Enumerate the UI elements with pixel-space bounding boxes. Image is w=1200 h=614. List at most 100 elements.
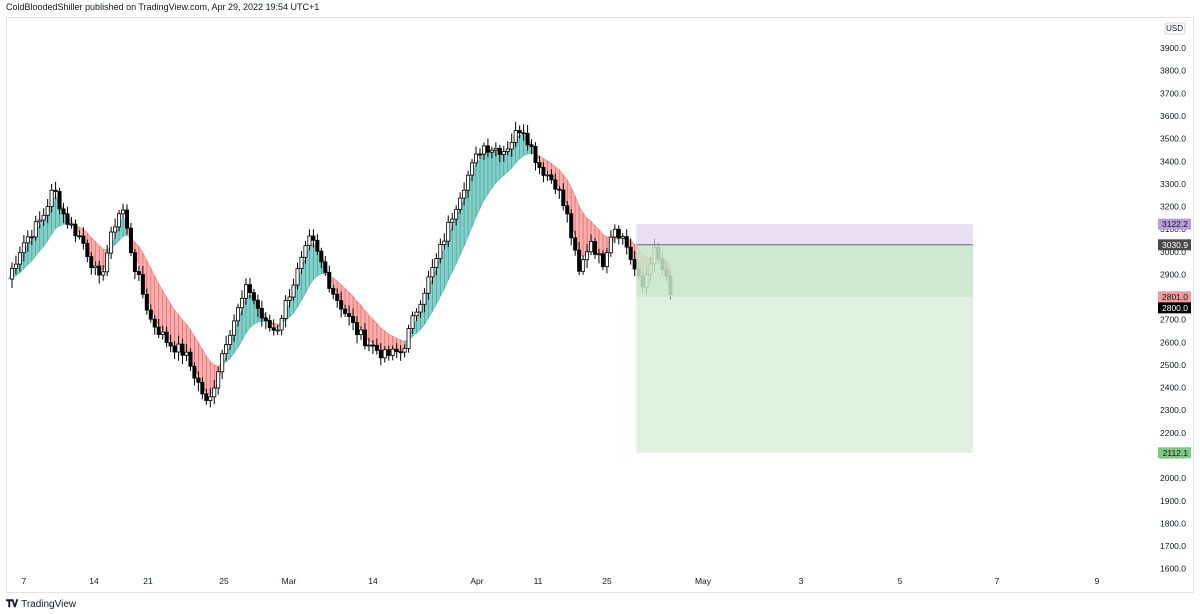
- y-tick-label: 3800.0: [1160, 66, 1186, 76]
- candle-body: [489, 149, 494, 153]
- candle-body: [509, 142, 514, 150]
- ribbon-segment-down: [372, 318, 378, 348]
- ribbon-segment-down: [158, 282, 163, 330]
- candle-body: [366, 344, 371, 347]
- y-tick-label: 1700.0: [1160, 541, 1186, 551]
- x-tick-label: 9: [1095, 576, 1100, 586]
- currency-label: USD: [1166, 24, 1183, 33]
- ribbon-segment-up: [491, 149, 497, 190]
- candle-body: [188, 351, 193, 367]
- candle-body: [374, 344, 379, 351]
- y-tick-label: 3200.0: [1160, 202, 1186, 212]
- candle-body: [402, 348, 407, 353]
- candle-body: [565, 205, 570, 215]
- y-tick-label: 1900.0: [1160, 496, 1186, 506]
- candle-body: [168, 342, 173, 347]
- candle-body: [608, 236, 613, 254]
- y-tick-label: 2400.0: [1160, 383, 1186, 393]
- candle-body: [200, 382, 205, 395]
- candle-body: [128, 227, 133, 254]
- candle-body: [89, 256, 94, 269]
- candle-body: [596, 253, 601, 256]
- candle-body: [589, 241, 594, 253]
- candle-body: [283, 300, 288, 319]
- candle-body: [442, 240, 447, 245]
- x-tick-label: 21: [143, 576, 153, 586]
- candle-body: [351, 316, 356, 324]
- candle-body: [132, 252, 137, 272]
- candle-body: [525, 132, 530, 146]
- candle-body: [612, 228, 617, 238]
- candle-body: [505, 148, 510, 152]
- candle-body: [73, 223, 78, 237]
- candle-body: [212, 387, 217, 398]
- x-tick-label: 11: [534, 576, 543, 586]
- ribbon-segment-up: [499, 151, 505, 180]
- y-tick-label: 2600.0: [1160, 337, 1186, 347]
- candle-body: [319, 250, 324, 263]
- candle-body: [287, 296, 292, 301]
- candle-body: [57, 191, 62, 210]
- candle-body: [303, 245, 308, 258]
- candle-body: [450, 218, 455, 223]
- candle-body: [164, 331, 169, 343]
- candle-body: [438, 244, 443, 259]
- candle-body: [192, 365, 197, 379]
- candle-body: [196, 377, 201, 383]
- candle-body: [148, 309, 153, 320]
- ribbon-segment-down: [344, 287, 350, 313]
- ribbon-segment-down: [578, 204, 584, 258]
- candle-body: [176, 343, 181, 353]
- candle-body: [434, 258, 439, 268]
- position-layer: [636, 224, 973, 453]
- ribbon-segment-down: [154, 276, 160, 326]
- candle-body: [220, 353, 225, 373]
- candle-body: [474, 153, 479, 164]
- candle-body: [291, 284, 296, 298]
- candle-body: [315, 239, 320, 252]
- candle-body: [339, 300, 344, 310]
- stop-zone: [636, 224, 973, 245]
- candle-body: [259, 307, 264, 319]
- profit-zone: [636, 244, 973, 297]
- x-tick-label: May: [695, 576, 712, 586]
- candle-body: [124, 209, 129, 229]
- candle-body: [232, 320, 237, 336]
- candle-body: [236, 307, 241, 322]
- candle-body: [390, 348, 395, 356]
- candle-body: [144, 293, 149, 311]
- candle-body: [140, 274, 145, 295]
- candle-body: [355, 322, 360, 336]
- candle-body: [370, 344, 375, 347]
- candle-body: [121, 209, 126, 215]
- target-price-tag: [1158, 447, 1191, 459]
- candle-body: [228, 334, 233, 345]
- ribbon-segment-down: [582, 212, 588, 258]
- candle-body: [406, 328, 411, 349]
- candle-body: [620, 236, 625, 239]
- x-tick-label: 7: [22, 576, 27, 586]
- ribbon-segment-down: [380, 327, 386, 353]
- candle-body: [517, 130, 522, 134]
- chart-frame: [6, 17, 1194, 593]
- candle-body: [446, 221, 451, 242]
- ribbon-segment-up: [519, 134, 524, 160]
- y-tick-label: 2900.0: [1160, 269, 1186, 279]
- candle-body: [156, 326, 161, 335]
- ribbon-segment-down: [174, 309, 179, 347]
- candle-body: [327, 272, 332, 289]
- candle-body: [541, 167, 546, 176]
- candle-body: [347, 313, 352, 317]
- candle-body: [414, 311, 419, 317]
- candle-body: [493, 147, 498, 151]
- y-tick-label: 2700.0: [1160, 315, 1186, 325]
- candle-body: [458, 197, 463, 210]
- candle-body: [386, 349, 391, 356]
- candle-body: [624, 236, 629, 248]
- currency-box: [1164, 22, 1186, 35]
- y-tick-label: 3000.0: [1160, 247, 1186, 257]
- ribbon-segment-down: [547, 160, 552, 177]
- candle-body: [81, 235, 86, 244]
- x-tick-label: 25: [219, 576, 229, 586]
